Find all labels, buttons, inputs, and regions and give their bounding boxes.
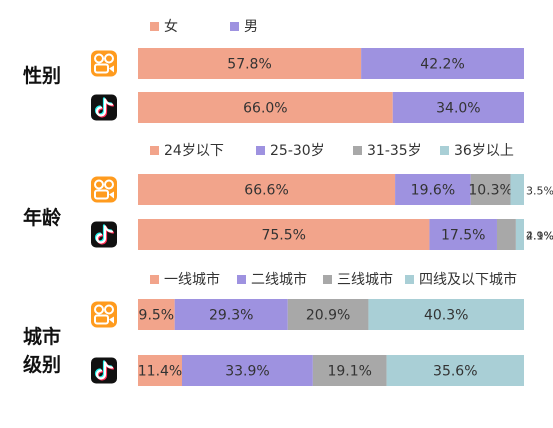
legend-label: 四线及以下城市: [419, 271, 517, 288]
legend-swatch: [150, 146, 159, 155]
kuaishou-icon: [91, 176, 117, 203]
kuaishou-icon: [91, 301, 117, 328]
bar-segment: [515, 219, 524, 250]
bar-segment: [361, 48, 524, 79]
data-label: 33.9%: [225, 364, 269, 380]
legend-label: 三线城市: [337, 271, 393, 288]
legend-label: 36岁以上: [454, 143, 514, 159]
bar-segment: [138, 48, 362, 79]
data-label: 11.4%: [138, 364, 182, 380]
douyin-icon: [91, 357, 117, 384]
bar-segment: [182, 355, 313, 386]
data-label: 3.5%: [526, 185, 553, 198]
legend-label: 女: [164, 18, 178, 35]
douyin-icon: [91, 94, 117, 121]
legend-swatch: [440, 146, 449, 155]
legend-label: 二线城市: [251, 271, 307, 288]
data-label: 20.9%: [306, 308, 350, 324]
data-label: 75.5%: [261, 228, 305, 244]
bar-segment: [496, 219, 516, 250]
group-label: 城市: [23, 325, 61, 348]
data-label: 29.3%: [209, 308, 253, 324]
data-label: 66.0%: [243, 101, 287, 117]
bar-segment: [138, 219, 430, 250]
group-label: 级别: [23, 353, 61, 376]
data-label: 42.2%: [420, 57, 464, 73]
bar-segment: [138, 174, 396, 205]
data-label: 4.9%: [526, 230, 553, 243]
legend-swatch: [150, 275, 159, 284]
data-label: 17.5%: [441, 228, 485, 244]
data-label: 2.1%: [526, 230, 553, 243]
bar-segment: [287, 299, 369, 330]
bar-segment: [138, 355, 183, 386]
legend-label: 25-30岁: [270, 143, 325, 159]
group-label: 年龄: [23, 206, 62, 229]
bar-segment: [386, 355, 524, 386]
legend-swatch: [256, 146, 265, 155]
data-label: 10.3%: [468, 183, 512, 199]
legend-swatch: [405, 275, 414, 284]
douyin-icon: [91, 221, 117, 248]
legend-swatch: [230, 22, 239, 31]
bar-segment: [138, 92, 393, 123]
data-label: 66.6%: [244, 183, 288, 199]
data-label: 19.6%: [411, 183, 455, 199]
data-label: 34.0%: [436, 101, 480, 117]
data-label: 9.5%: [139, 308, 175, 324]
group-label: 性别: [23, 64, 61, 87]
bar-segment: [138, 299, 175, 330]
data-label: 35.6%: [433, 364, 477, 380]
data-label: 19.1%: [327, 364, 371, 380]
legend-label: 男: [244, 19, 258, 35]
legend-swatch: [323, 275, 332, 284]
bar-segment: [510, 174, 524, 205]
bar-segment: [429, 219, 497, 250]
kuaishou-icon: [91, 50, 117, 77]
data-label: 40.3%: [424, 308, 468, 324]
legend-swatch: [150, 22, 159, 31]
legend-label: 31-35岁: [367, 143, 422, 159]
bar-segment: [470, 174, 511, 205]
bar-segment: [395, 174, 471, 205]
bar-segment: [312, 355, 387, 386]
bar-segment: [174, 299, 288, 330]
bar-segment: [368, 299, 524, 330]
legend-label: 一线城市: [164, 271, 220, 288]
data-label: 57.8%: [227, 57, 271, 73]
legend-swatch: [237, 275, 246, 284]
legend-label: 24岁以下: [164, 143, 224, 159]
bar-segment: [392, 92, 524, 123]
legend-swatch: [353, 146, 362, 155]
